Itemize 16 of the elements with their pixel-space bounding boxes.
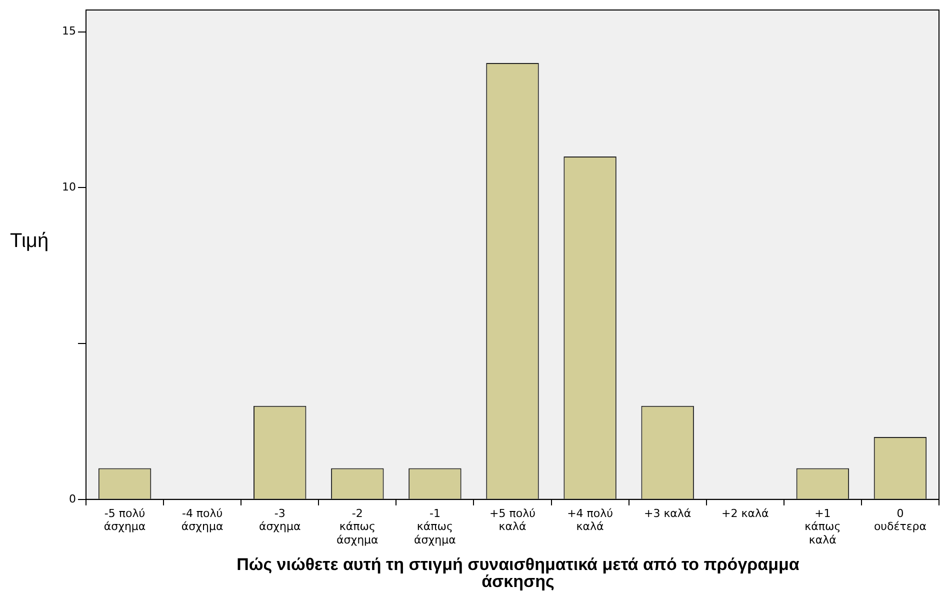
x-tick-label: -4 πολύ άσχημα — [181, 506, 224, 534]
x-tick-label: +3 καλά — [644, 506, 692, 520]
x-axis-title: Πώς νιώθετε αυτή τη στιγμή συναισθηματικά μετά από το πρόγραμμα άσκησης — [236, 555, 800, 591]
x-tick-label: -5 πολύ άσχημα — [104, 506, 146, 534]
x-tick-label: 0 ουδέτερα — [874, 506, 927, 534]
y-axis-title: Τιμή — [10, 230, 49, 253]
x-tick-label: +2 καλά — [722, 506, 769, 520]
y-tick-label: 15 — [62, 24, 76, 38]
y-tick-label: 0 — [68, 492, 76, 506]
x-tick-label: -3 άσχημα — [258, 506, 301, 534]
x-tick-label: +1 κάπως καλά — [804, 506, 841, 546]
x-tick-label: +4 πολύ καλά — [567, 506, 614, 534]
x-tick-label: -2 κάπως άσχημα — [336, 506, 378, 546]
y-tick-label: 10 — [62, 180, 76, 194]
x-tick-label: -1 κάπως άσχημα — [414, 506, 456, 546]
x-tick-label: +5 πολύ καλά — [490, 506, 536, 534]
